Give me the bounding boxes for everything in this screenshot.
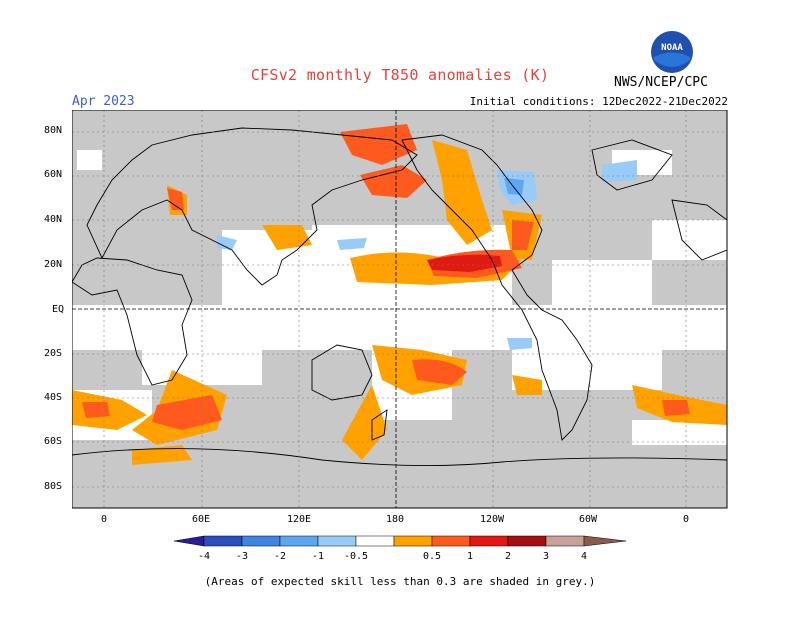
colorbar-tick-label: -3 <box>236 551 248 562</box>
forecast-month: Apr 2023 <box>72 94 135 109</box>
colorbar-segment <box>317 535 357 547</box>
colorbar-tick-label: -4 <box>198 551 210 562</box>
colorbar-tick-label: -1 <box>312 551 324 562</box>
colorbar-segment <box>241 535 281 547</box>
colorbar-segment <box>507 535 547 547</box>
colorbar-tick-label: 3 <box>543 551 549 562</box>
lat-label-40n: 40N <box>44 214 63 225</box>
chart-title: CFSv2 monthly T850 anomalies (K) <box>250 66 550 84</box>
colorbar-tick-label: -0.5 <box>344 551 368 562</box>
lat-label-80n: 80N <box>44 125 63 136</box>
anomaly-neg-1-2 <box>504 178 524 195</box>
colorbar-segment <box>393 535 433 547</box>
colorbar-ticks: -4 -3 -2 -1 -0.5 0.5 1 2 3 4 <box>198 551 587 562</box>
colorbar-tick-label: 2 <box>505 551 511 562</box>
lat-label-20s: 20S <box>44 348 63 359</box>
colorbar-segment <box>469 535 509 547</box>
colorbar-tick-label: -2 <box>274 551 286 562</box>
graticule <box>72 110 727 508</box>
lon-label-180: 180 <box>386 514 405 525</box>
lat-label-80s: 80S <box>44 481 63 492</box>
colorbar-segment <box>355 535 395 547</box>
white-regions <box>72 150 727 445</box>
organization-label: NWS/NCEP/CPC <box>614 75 708 90</box>
equator-dateline <box>72 110 727 508</box>
lat-label-eq: EQ <box>52 304 65 315</box>
lat-label-60n: 60N <box>44 169 63 180</box>
colorbar-segments <box>203 535 585 547</box>
colorbar-segment <box>431 535 471 547</box>
anomaly-map <box>72 110 728 509</box>
lat-label-40s: 40S <box>44 392 63 403</box>
anomaly-2-3 <box>427 254 502 272</box>
colorbar-tick-label: 4 <box>581 551 587 562</box>
lat-label-20n: 20N <box>44 259 63 270</box>
lon-label-0-east: 0 <box>683 514 690 525</box>
lon-label-0: 0 <box>101 514 108 525</box>
colorbar-segment <box>279 535 319 547</box>
initial-conditions: Initial conditions: 12Dec2022-21Dec2022 <box>469 95 728 108</box>
lon-label-60e: 60E <box>192 514 211 525</box>
skill-footnote: (Areas of expected skill less than 0.3 a… <box>204 575 596 588</box>
lon-label-120e: 120E <box>287 514 312 525</box>
colorbar-tick-label: 1 <box>467 551 473 562</box>
colorbar: -4 -3 -2 -1 -0.5 0.5 1 2 3 4 <box>174 535 627 562</box>
colorbar-tick-label: 0.5 <box>423 551 441 562</box>
colorbar-arrow-left <box>174 535 205 547</box>
lat-label-60s: 60S <box>44 436 63 447</box>
lon-label-120w: 120W <box>480 514 505 525</box>
coastlines <box>72 127 728 467</box>
noaa-logo: NOAA <box>650 30 694 74</box>
colorbar-segment <box>545 535 585 547</box>
colorbar-segment <box>203 535 243 547</box>
lon-label-60w: 60W <box>579 514 598 525</box>
logo-text: NOAA <box>661 43 683 53</box>
colorbar-arrow-right <box>583 535 627 547</box>
